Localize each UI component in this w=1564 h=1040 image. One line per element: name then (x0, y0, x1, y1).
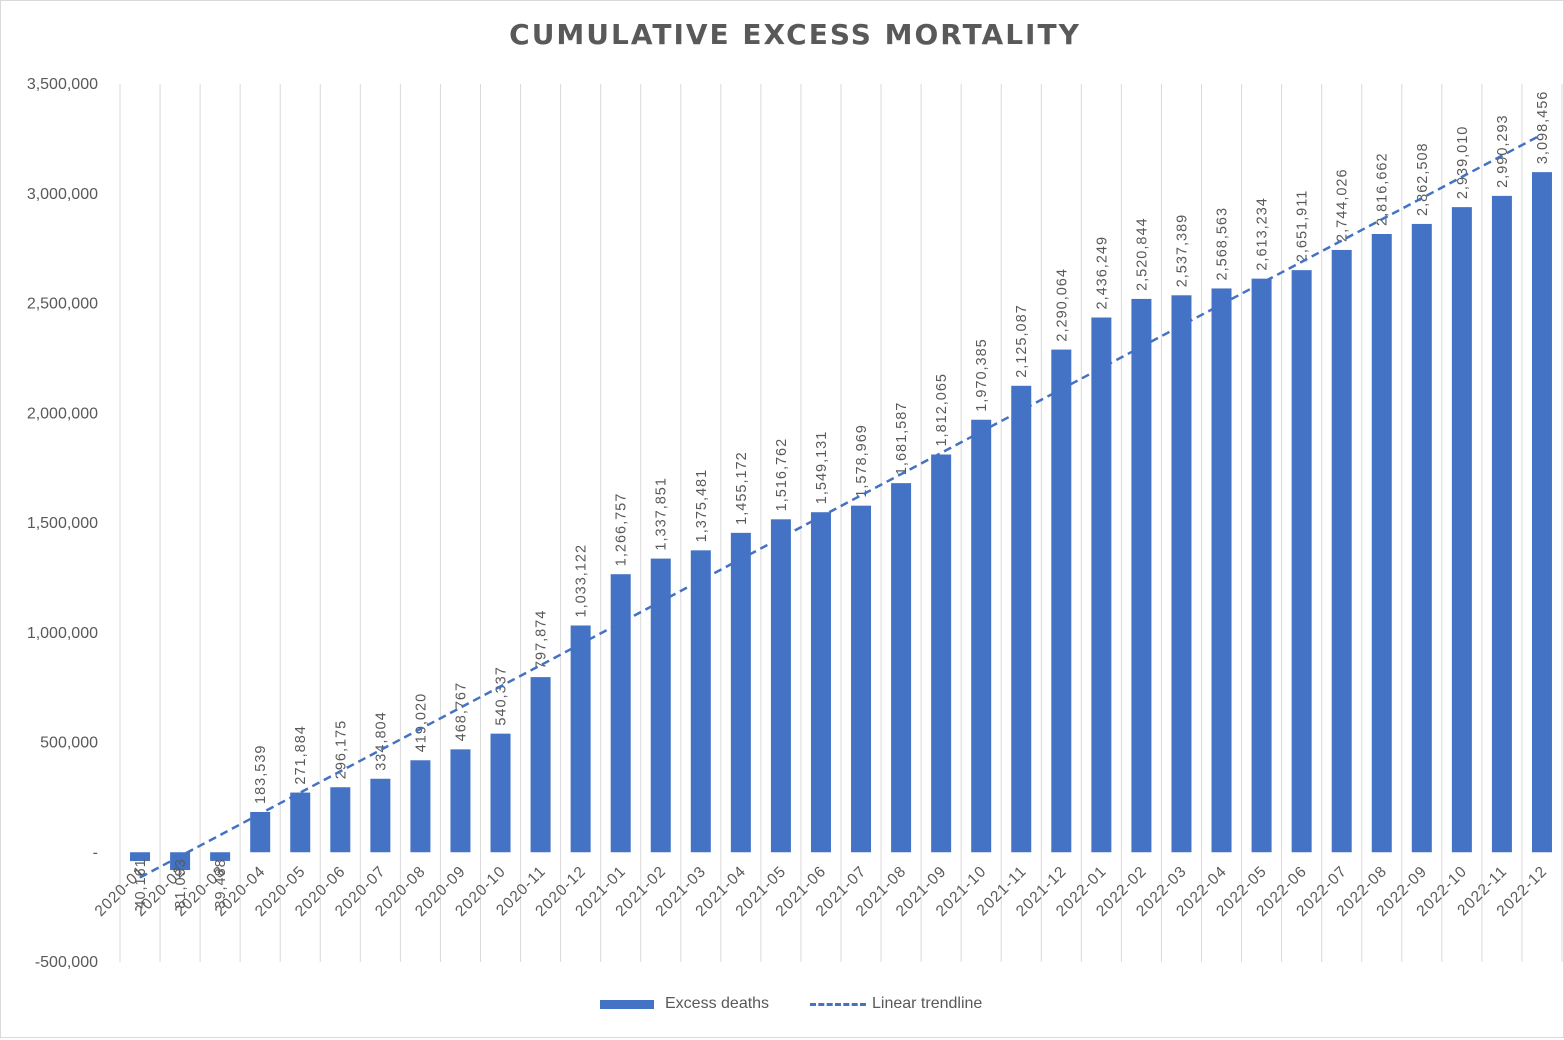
data-label: 1,516,762 (774, 438, 790, 512)
data-label: 797,874 (534, 610, 550, 669)
trendline (139, 133, 1543, 879)
data-label: -39,488 (213, 858, 229, 914)
data-label: 1,033,122 (574, 544, 590, 618)
y-tick-label: 1,500,000 (27, 515, 98, 532)
bar (1131, 298, 1152, 853)
bar (1451, 207, 1472, 853)
legend-item-bars: Excess deaths (600, 990, 769, 1018)
bar (1211, 288, 1232, 853)
data-label: 2,990,293 (1495, 114, 1511, 188)
bar (851, 505, 872, 853)
legend-label-trendline: Linear trendline (872, 995, 983, 1012)
data-label: 2,613,234 (1255, 197, 1271, 271)
bar (1331, 249, 1352, 853)
y-tick-label: 1,000,000 (27, 625, 98, 642)
bar (650, 558, 671, 853)
data-label: 468,767 (453, 682, 469, 741)
bar (410, 760, 431, 853)
y-tick-label: 3,500,000 (27, 76, 98, 93)
data-label: 334,804 (373, 711, 389, 770)
bar (730, 532, 751, 853)
data-label: 2,744,026 (1335, 168, 1351, 242)
bar (770, 519, 791, 853)
data-label: 2,520,844 (1134, 217, 1150, 291)
legend-label-bars: Excess deaths (665, 995, 770, 1012)
data-label: 2,125,087 (1014, 304, 1030, 378)
y-tick-label: -500,000 (35, 954, 98, 971)
bar (250, 811, 271, 853)
data-label: 2,537,389 (1174, 214, 1190, 288)
data-label: 1,549,131 (814, 431, 830, 505)
bar (1171, 295, 1192, 853)
bar (891, 483, 912, 853)
bar (1251, 278, 1272, 853)
bar (1411, 223, 1432, 853)
chart-title: CUMULATIVE EXCESS MORTALITY (509, 18, 1081, 51)
legend-swatch-trendline (810, 1002, 866, 1006)
y-tick-label: - (93, 844, 98, 861)
bar (530, 677, 551, 853)
bar (610, 574, 631, 853)
bar (931, 454, 952, 853)
data-label: 1,970,385 (974, 338, 990, 412)
y-tick-label: 2,000,000 (27, 405, 98, 422)
data-label: 419,020 (413, 693, 429, 752)
legend-swatch-bars (600, 999, 654, 1009)
bar (370, 778, 391, 853)
data-label: 1,455,172 (734, 451, 750, 525)
bar (450, 749, 471, 853)
data-label: 1,812,065 (934, 373, 950, 447)
data-label: 2,436,249 (1094, 236, 1110, 310)
data-label: 296,175 (333, 720, 349, 779)
data-label: 183,539 (253, 745, 269, 804)
data-label: 540,337 (494, 666, 510, 725)
data-label: 271,884 (293, 725, 309, 784)
data-label: 1,337,851 (654, 477, 670, 551)
data-label: 2,568,563 (1215, 207, 1231, 281)
bar (330, 787, 351, 853)
data-label: 1,578,969 (854, 424, 870, 498)
bar (130, 852, 151, 862)
bar (1491, 195, 1512, 853)
bar (971, 419, 992, 853)
legend: Excess deaths Linear trendline (0, 990, 1564, 1018)
data-label: 2,862,508 (1415, 142, 1431, 216)
y-tick-label: 500,000 (40, 735, 98, 752)
bar (210, 852, 231, 861)
legend-item-trendline: Linear trendline (810, 990, 982, 1018)
data-label: 2,816,662 (1375, 152, 1391, 226)
data-label: -81,093 (173, 858, 189, 914)
data-label: 1,266,757 (614, 493, 630, 567)
bar (1091, 317, 1112, 853)
data-label: 2,939,010 (1455, 126, 1471, 200)
bar (1051, 349, 1072, 853)
bar (1531, 172, 1552, 853)
bar (1371, 233, 1392, 853)
bar (490, 733, 511, 853)
bar (1011, 385, 1032, 853)
bar (290, 792, 311, 853)
bar (570, 625, 591, 853)
data-label: 1,375,481 (694, 469, 710, 543)
bar (1291, 270, 1312, 853)
y-tick-label: 2,500,000 (27, 296, 98, 313)
data-label: 2,651,911 (1295, 190, 1311, 262)
data-label: 2,290,064 (1054, 268, 1070, 342)
bar (170, 852, 191, 871)
data-label: 1,681,587 (894, 402, 910, 476)
data-label: -40,161 (133, 858, 149, 914)
y-tick-label: 3,000,000 (27, 186, 98, 203)
bar (810, 512, 831, 853)
data-label: 3,098,456 (1535, 91, 1551, 165)
bar (690, 550, 711, 853)
